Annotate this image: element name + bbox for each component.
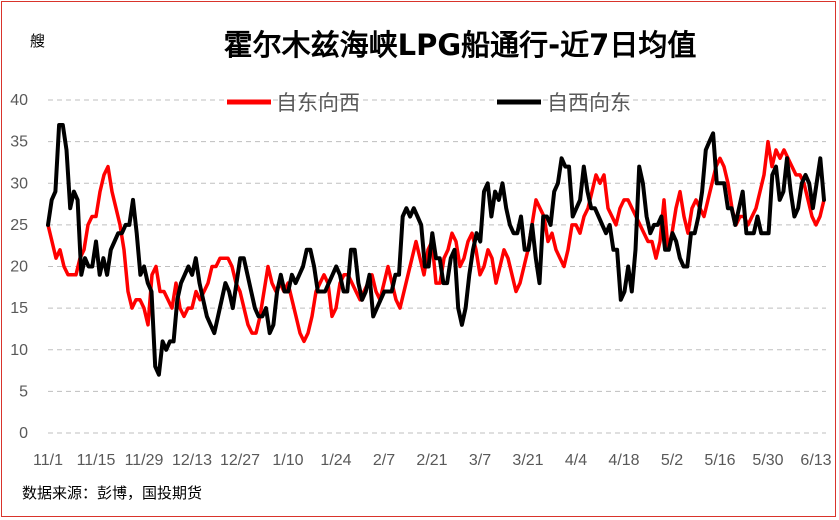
x-tick-label: 3/21 [512, 452, 543, 469]
x-tick-label: 1/10 [272, 452, 303, 469]
y-tick-label: 5 [19, 383, 28, 400]
y-axis-unit-label: 艘 [30, 32, 45, 50]
y-tick-label: 25 [10, 217, 28, 234]
gridlines [48, 99, 826, 434]
chart-title: 霍尔木兹海峡LPG船通行-近7日均值 [224, 28, 697, 62]
y-tick-label: 35 [10, 134, 28, 151]
legend-label-series-2: 自西向东 [547, 91, 631, 115]
legend-label-series-1: 自东向西 [276, 91, 360, 115]
x-tick-label: 4/4 [565, 452, 587, 469]
y-tick-label: 30 [10, 175, 28, 192]
x-tick-label: 5/30 [752, 452, 783, 469]
x-tick-label: 5/16 [704, 452, 735, 469]
y-tick-label: 40 [10, 92, 28, 109]
y-tick-label: 15 [10, 300, 28, 317]
source-note: 数据来源：彭博，国投期货 [22, 484, 202, 502]
series-lines [46, 123, 826, 377]
y-tick-label: 20 [10, 259, 28, 276]
x-tick-label: 11/29 [125, 452, 164, 469]
x-tick-label: 12/27 [220, 452, 260, 469]
series-line-1 [46, 139, 826, 344]
x-tick-label: 4/18 [608, 452, 639, 469]
x-tick-label: 11/15 [77, 452, 116, 469]
x-tick-label: 5/2 [661, 452, 683, 469]
x-tick-label: 6/13 [800, 452, 831, 469]
y-tick-label: 10 [10, 342, 28, 359]
y-axis-tick-labels: 0 5 10 15 20 25 30 35 40 [10, 92, 28, 442]
x-tick-label: 2/7 [373, 452, 395, 469]
x-tick-label: 3/7 [469, 452, 491, 469]
legend: 自东向西 自西向东 [227, 91, 631, 115]
x-tick-label: 11/1 [33, 452, 63, 469]
x-tick-label: 12/13 [172, 452, 212, 469]
series-line-2 [46, 123, 826, 377]
y-tick-label: 0 [19, 425, 28, 442]
x-axis-tick-labels: 11/1 11/15 11/29 12/13 12/27 1/10 1/24 2/7 2/21 3… [33, 452, 832, 469]
x-tick-label: 1/24 [320, 452, 351, 469]
x-tick-label: 2/21 [416, 452, 447, 469]
